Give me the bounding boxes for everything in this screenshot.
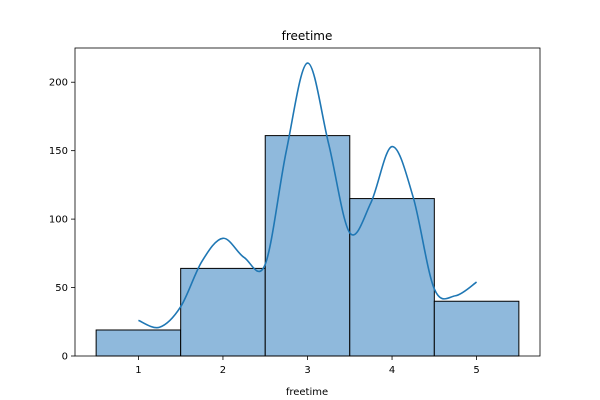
x-tick-label-4: 4 xyxy=(389,365,395,376)
y-tick-label-0: 0 xyxy=(62,352,68,363)
chart-title: freetime xyxy=(282,29,333,43)
y-tick-label-100: 100 xyxy=(49,215,68,226)
y-tick-label-50: 50 xyxy=(55,283,68,294)
x-tick-label-5: 5 xyxy=(473,365,479,376)
y-tick-label-150: 150 xyxy=(49,146,68,157)
histogram-bar-2 xyxy=(180,267,266,357)
bars-group xyxy=(95,135,520,357)
x-tick-label-1: 1 xyxy=(135,365,141,376)
kde-line xyxy=(138,62,478,329)
y-tick-label-200: 200 xyxy=(49,78,68,89)
x-tick-label-2: 2 xyxy=(220,365,226,376)
x-tick-label-3: 3 xyxy=(304,365,310,376)
histogram-bar-1 xyxy=(95,329,182,357)
x-axis-label: freetime xyxy=(286,387,328,398)
histogram-bar-5 xyxy=(433,300,520,357)
histogram-bar-3 xyxy=(264,135,351,357)
